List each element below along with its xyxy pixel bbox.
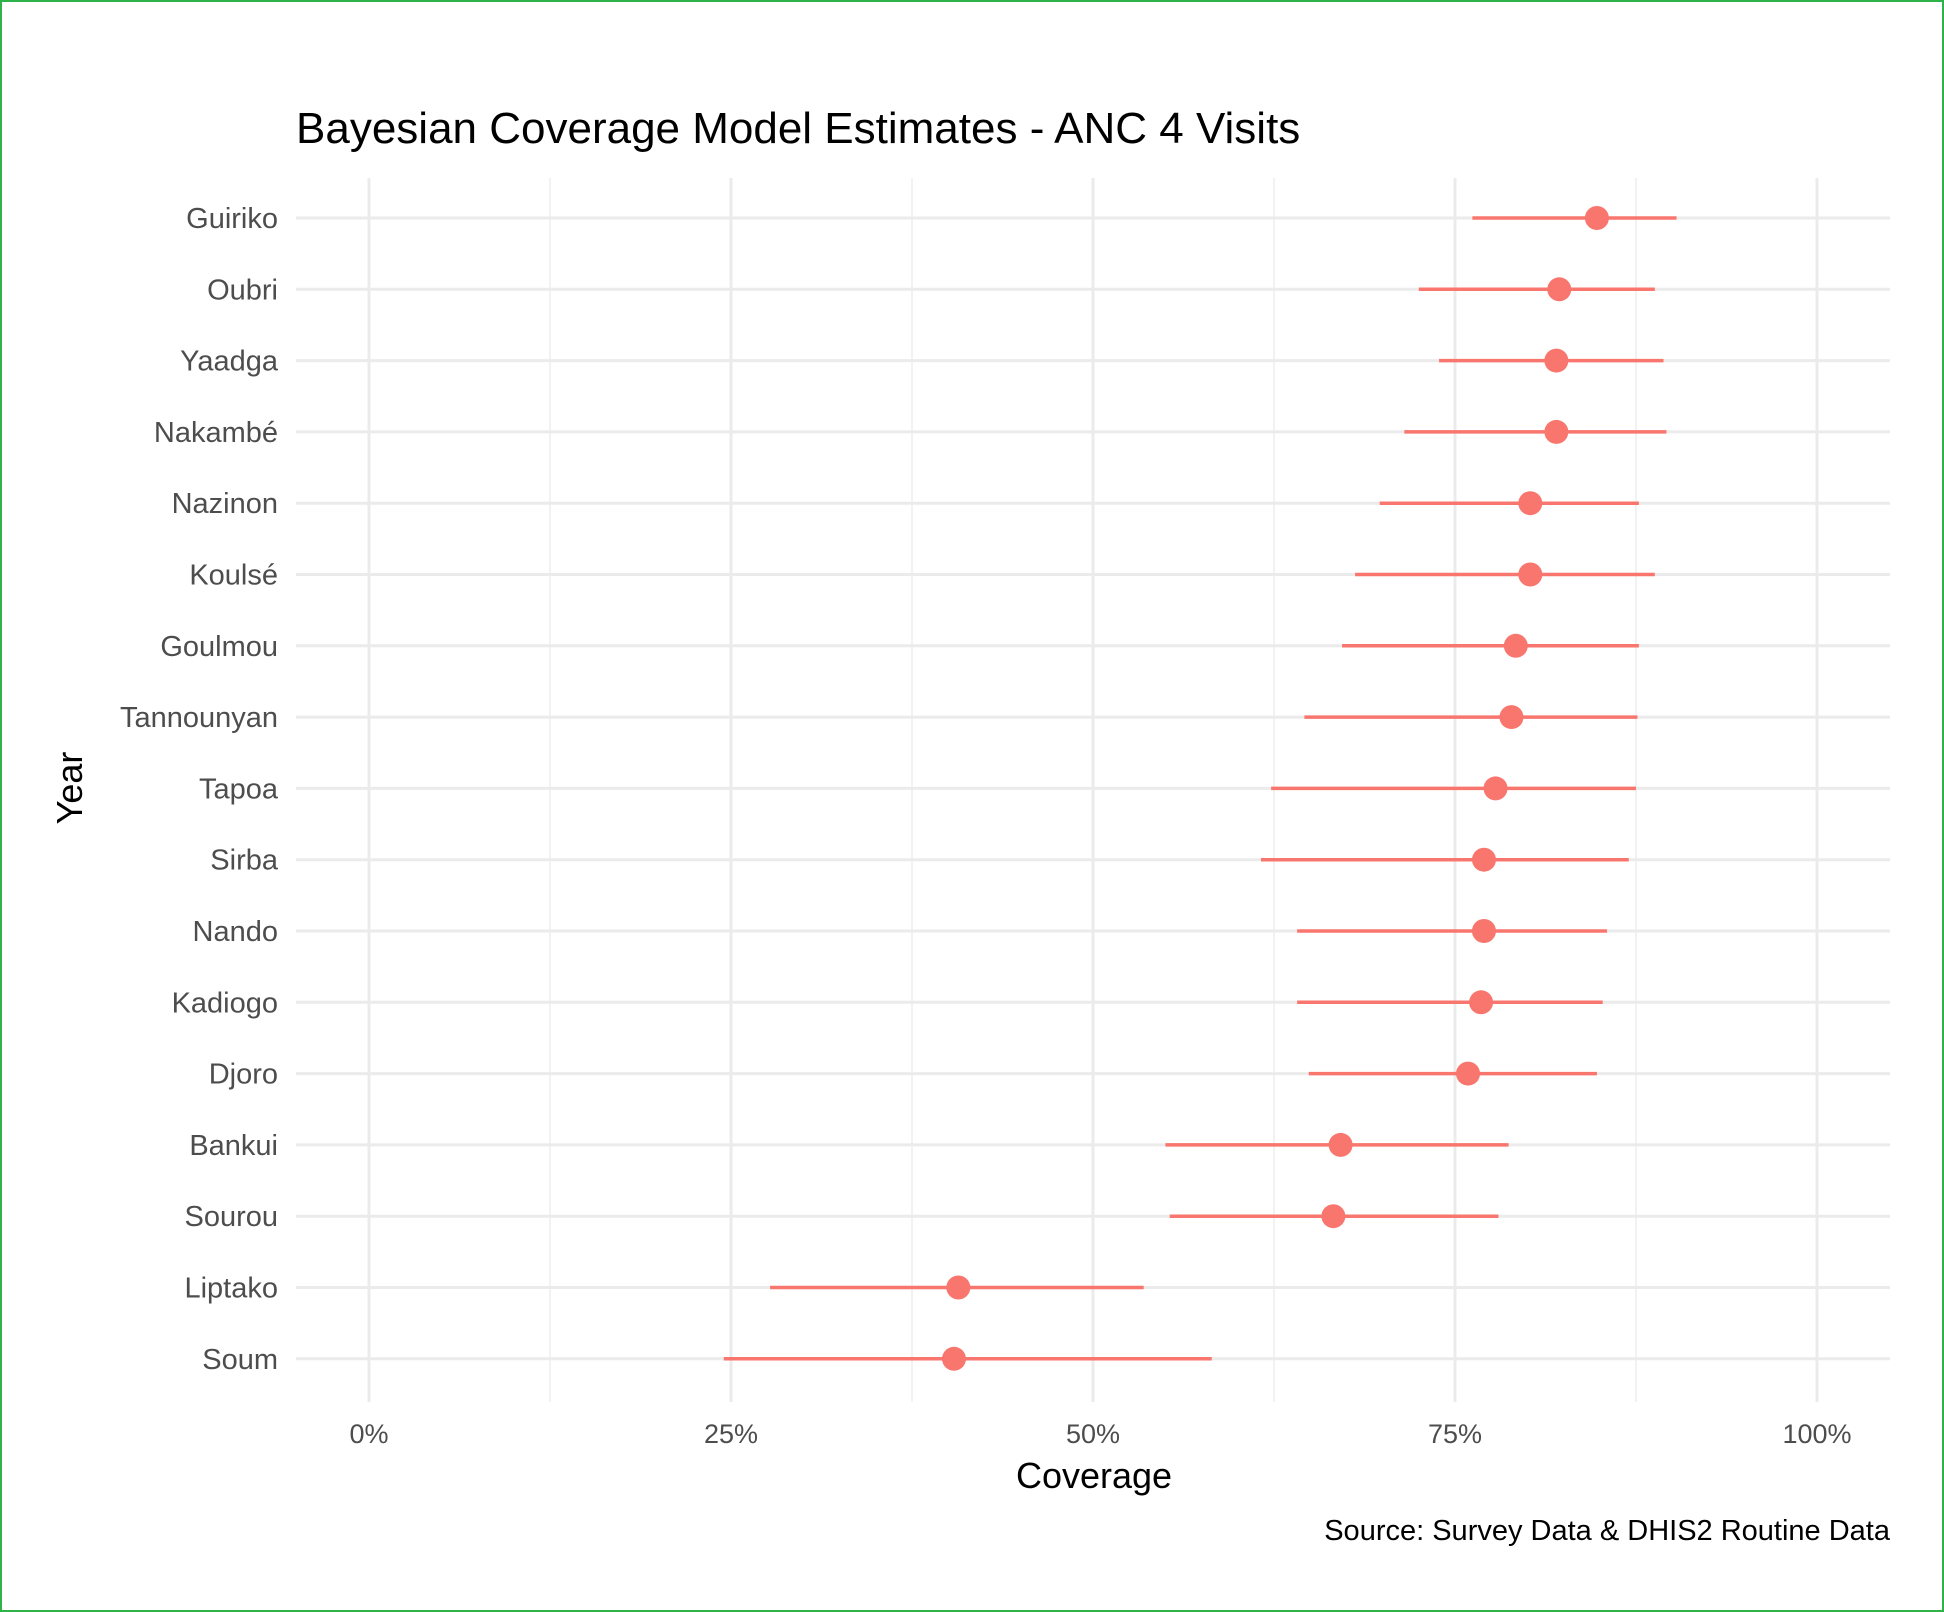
y-tick-label: Nakambé [154,417,278,449]
estimate-point [1547,277,1572,302]
y-tick-label: Nazinon [172,488,278,520]
estimate-point [1518,491,1543,516]
x-tick-labels: 0% 25% 50% 75% 100% [349,1419,1851,1449]
y-tick-label: Sirba [210,845,279,877]
y-tick-label: Guiriko [186,203,278,235]
x-tick-label: 100% [1782,1419,1851,1449]
y-tick-label: Soum [202,1344,278,1376]
estimate-point [1503,633,1528,658]
estimate-point [1584,206,1609,230]
y-axis-title: Year [49,752,90,825]
estimate-point [1456,1061,1481,1086]
estimate-point [1469,990,1494,1015]
estimate-point [1483,776,1508,801]
y-tick-label: Nando [193,916,278,948]
y-tick-labels: Guiriko Oubri Yaadga Nakambé Nazinon Koulsé Go… [120,203,279,1376]
estimate-point [1328,1132,1353,1157]
x-tick-label: 50% [1066,1419,1120,1449]
estimate-point [1518,562,1543,587]
y-tick-label: Bankui [189,1130,278,1162]
y-tick-label: Kadiogo [172,987,278,1019]
y-tick-label: Tapoa [199,773,279,805]
x-tick-label: 0% [349,1419,388,1449]
y-tick-label: Yaadga [180,346,279,378]
y-tick-label: Sourou [184,1201,278,1233]
x-tick-label: 75% [1428,1419,1482,1449]
y-tick-label: Djoro [209,1059,278,1091]
y-tick-label: Koulsé [189,560,278,592]
estimate-point [1544,348,1569,373]
estimate-point [941,1346,966,1371]
estimate-point [1321,1204,1346,1229]
estimate-point [946,1275,971,1300]
data-layer [723,206,1677,1371]
chart-caption: Source: Survey Data & DHIS2 Routine Data [1324,1515,1891,1547]
y-tick-label: Tannounyan [120,702,278,734]
estimate-point [1471,919,1496,943]
estimate-point [1544,419,1569,444]
x-axis-title: Coverage [1016,1455,1172,1496]
y-tick-label: Liptako [184,1273,278,1305]
estimate-point [1499,705,1524,730]
chart-title: Bayesian Coverage Model Estimates - ANC … [296,104,1300,153]
y-tick-label: Oubri [207,274,278,306]
estimate-point [1471,847,1496,872]
x-tick-label: 25% [704,1419,758,1449]
y-tick-label: Goulmou [160,631,278,663]
